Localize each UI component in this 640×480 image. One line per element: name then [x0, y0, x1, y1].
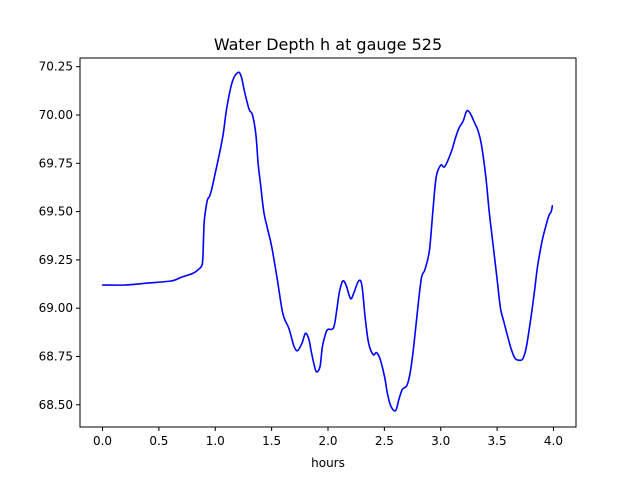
- x-tick-label: 4.0: [544, 434, 563, 448]
- y-tick-label: 69.50: [39, 205, 73, 219]
- y-tick-label: 69.75: [39, 156, 73, 170]
- series-layer: [101, 71, 554, 412]
- y-tick-label: 68.75: [39, 349, 73, 363]
- y-tick-label: 68.50: [39, 398, 73, 412]
- y-tick-label: 69.25: [39, 253, 73, 267]
- x-tick-label: 3.5: [488, 434, 507, 448]
- x-tick-label: 2.0: [318, 434, 337, 448]
- plot-area-frame: [79, 57, 577, 428]
- x-tick-label: 2.5: [375, 434, 394, 448]
- x-tick-label: 0.0: [93, 434, 112, 448]
- y-tick-label: 70.00: [39, 108, 73, 122]
- x-tick-label: 3.0: [431, 434, 450, 448]
- chart-title: Water Depth h at gauge 525: [214, 35, 442, 54]
- y-tick-label: 69.00: [39, 301, 73, 315]
- x-axis-label: hours: [311, 456, 345, 470]
- x-tick-label: 1.0: [206, 434, 225, 448]
- ticks-layer: 0.0 0.5 1.0 1.5 2.0 2.5 3.0 3.5 4.0 68.50 68.75 69.…: [39, 60, 563, 448]
- y-tick-label: 70.25: [39, 60, 73, 74]
- series-line-0: [101, 71, 554, 412]
- x-tick-label: 1.5: [262, 434, 281, 448]
- x-tick-label: 0.5: [149, 434, 168, 448]
